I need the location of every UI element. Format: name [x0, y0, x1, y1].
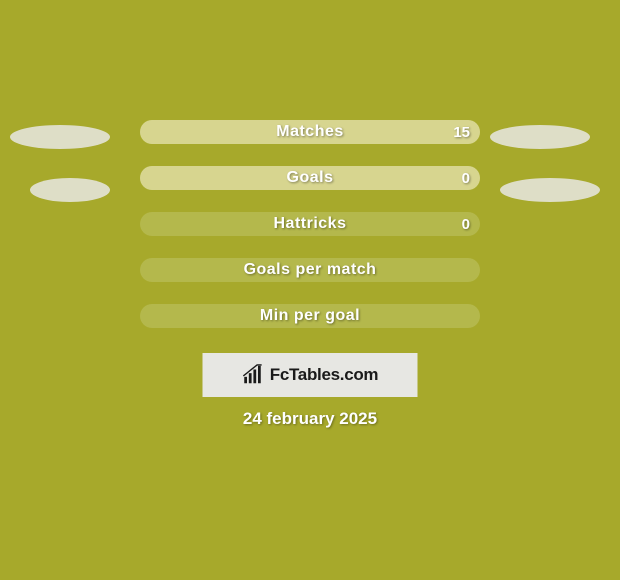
stat-value-right: 0	[462, 166, 470, 190]
stat-row: Goals per match	[0, 258, 620, 282]
stat-label: Hattricks	[140, 212, 480, 236]
stat-bar: Hattricks0	[140, 212, 480, 236]
bar-chart-icon	[242, 364, 264, 386]
brand-box: FcTables.com	[203, 353, 418, 397]
stat-label: Min per goal	[140, 304, 480, 328]
stat-row: Hattricks0	[0, 212, 620, 236]
stat-value-right: 0	[462, 212, 470, 236]
decorative-ellipse	[500, 178, 600, 202]
decorative-ellipse	[490, 125, 590, 149]
stat-label: Goals per match	[140, 258, 480, 282]
stats-container: Matches15Goals0Hattricks0Goals per match…	[0, 120, 620, 328]
decorative-ellipse	[10, 125, 110, 149]
stat-label: Goals	[140, 166, 480, 190]
stat-value-right: 15	[453, 120, 470, 144]
stat-bar: Min per goal	[140, 304, 480, 328]
decorative-ellipse	[30, 178, 110, 202]
stat-bar: Goals per match	[140, 258, 480, 282]
stat-row: Min per goal	[0, 304, 620, 328]
date-label: 24 february 2025	[0, 409, 620, 429]
stat-bar: Matches15	[140, 120, 480, 144]
stat-bar: Goals0	[140, 166, 480, 190]
brand-text: FcTables.com	[270, 365, 379, 385]
stat-label: Matches	[140, 120, 480, 144]
